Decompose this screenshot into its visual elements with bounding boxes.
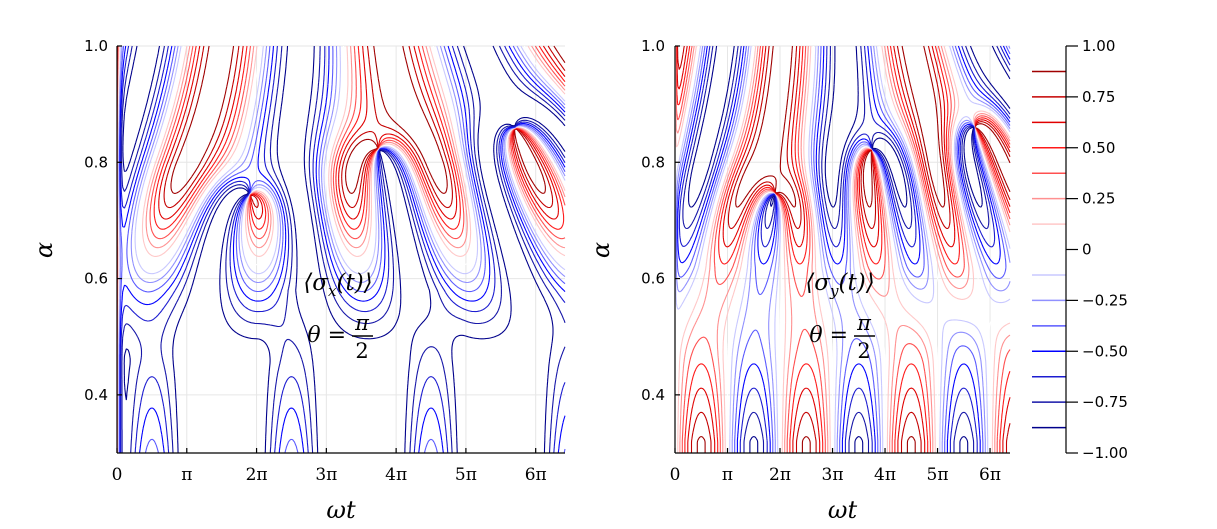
annotation-suffix: (t)⟩ xyxy=(336,270,372,296)
colorbar-tick-label: −0.50 xyxy=(1082,342,1128,360)
x-tick-label: 0 xyxy=(112,465,123,485)
colorbar-tick-label: −0.25 xyxy=(1082,291,1128,309)
x-tick-label: 3π xyxy=(315,465,337,485)
plot-left: 0 π 2π 3π 4π 5π 6π 0.4 0.6 0.8 1.0 ωt α ⟨σx(t)⟩ θ = π 2 xyxy=(30,37,566,524)
colorbar-tick-label: −0.75 xyxy=(1082,393,1128,411)
contour-level--0.375 xyxy=(676,45,1011,453)
annotation-prefix: ⟨σ xyxy=(303,270,329,296)
y-tick-label: 0.4 xyxy=(84,386,108,404)
x-tick-label: 6π xyxy=(979,465,1001,485)
annotation-subscript: y xyxy=(829,282,839,300)
y-axis-label: α xyxy=(587,242,615,258)
colorbar: 1.00 0.75 0.50 0.25 0 −0.25 −0.50 −0.75 −1.00 xyxy=(1032,37,1128,462)
y-tick-label: 0.6 xyxy=(84,270,108,288)
y-tick-label: 0.8 xyxy=(84,153,108,171)
contour-level--0.25 xyxy=(675,45,1011,453)
x-tick-label: 5π xyxy=(455,465,477,485)
y-tick-label: 1.0 xyxy=(641,37,665,55)
contour-level-0.5 xyxy=(675,45,1011,453)
colorbar-tick-label: 0 xyxy=(1082,241,1092,259)
colorbar-tick-label: 0.75 xyxy=(1082,88,1115,106)
contour-level-0.75 xyxy=(677,45,1011,453)
contour-level--0.875 xyxy=(688,45,1011,453)
contour-level--0.625 xyxy=(120,45,566,454)
contour-level--0.75 xyxy=(682,45,1011,453)
x-tick-label: 4π xyxy=(874,465,896,485)
annotation-theta-denominator: 2 xyxy=(355,339,368,363)
annotation-suffix: (t)⟩ xyxy=(839,270,875,296)
x-tick-label: 5π xyxy=(927,465,949,485)
colorbar-tick-label: −1.00 xyxy=(1082,444,1128,462)
contour-level--0.75 xyxy=(121,45,566,454)
contour-level--0.875 xyxy=(122,45,566,454)
y-tick-label: 0.6 xyxy=(641,270,665,288)
x-tick-label: 6π xyxy=(525,465,547,485)
y-tick-label: 0.8 xyxy=(641,153,665,171)
plot-right: 0 π 2π 3π 4π 5π 6π 0.4 0.6 0.8 1.0 ωt α ⟨σy(t)⟩ θ = π 2 xyxy=(587,37,1011,524)
x-tick-label: π xyxy=(181,465,192,485)
x-axis-label: ωt xyxy=(326,496,356,524)
annotation-theta-denominator: 2 xyxy=(857,339,870,363)
colorbar-tick-label: 1.00 xyxy=(1082,37,1115,55)
annotation-theta-numerator: π xyxy=(354,311,370,335)
x-tick-label: 3π xyxy=(822,465,844,485)
contour-level-0.375 xyxy=(675,45,1011,453)
x-tick-label: 2π xyxy=(246,465,268,485)
y-tick-label: 0.4 xyxy=(641,386,665,404)
y-axis-label: α xyxy=(30,242,58,258)
annotation-subscript: x xyxy=(328,282,337,300)
annotation-prefix: ⟨σ xyxy=(805,270,831,296)
annotation-quantity: ⟨σx(t)⟩ xyxy=(303,270,372,300)
x-tick-label: π xyxy=(722,465,733,485)
x-tick-label: 2π xyxy=(769,465,791,485)
x-axis-label: ωt xyxy=(828,496,858,524)
annotation-theta-lhs: θ = xyxy=(809,323,848,348)
contour-level-0.625 xyxy=(676,45,1011,453)
annotation-quantity: ⟨σy(t)⟩ xyxy=(805,270,874,300)
contour-level-0.875 xyxy=(696,45,1011,453)
y-tick-label: 1.0 xyxy=(84,37,108,55)
annotation-theta-numerator: π xyxy=(856,311,872,335)
annotation-theta-lhs: θ = xyxy=(307,323,346,348)
x-tick-label: 0 xyxy=(670,465,681,485)
colorbar-tick-label: 0.50 xyxy=(1082,139,1115,157)
contour-level-0.125 xyxy=(674,45,1011,453)
contour-level--0.625 xyxy=(678,45,1011,453)
x-tick-label: 4π xyxy=(385,465,407,485)
colorbar-tick-label: 0.25 xyxy=(1082,190,1115,208)
contour-level-0.25 xyxy=(675,45,1011,453)
